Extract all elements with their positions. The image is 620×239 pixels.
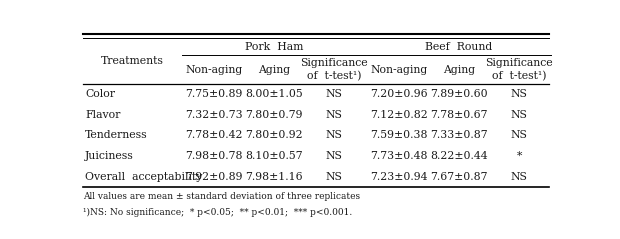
Text: Flavor: Flavor (85, 110, 120, 120)
Text: Pork  Ham: Pork Ham (245, 42, 303, 52)
Text: *: * (516, 151, 522, 161)
Text: 7.98±1.16: 7.98±1.16 (246, 172, 303, 182)
Text: 7.59±0.38: 7.59±0.38 (370, 130, 428, 141)
Text: Juiciness: Juiciness (85, 151, 134, 161)
Text: Treatments: Treatments (101, 56, 164, 66)
Text: ¹)NS: No significance;  * p<0.05;  ** p<0.01;  *** p<0.001.: ¹)NS: No significance; * p<0.05; ** p<0.… (83, 208, 353, 217)
Text: 7.32±0.73: 7.32±0.73 (185, 110, 243, 120)
Text: 7.89±0.60: 7.89±0.60 (430, 89, 488, 99)
Text: 7.98±0.78: 7.98±0.78 (185, 151, 243, 161)
Text: NS: NS (326, 172, 343, 182)
Text: Non-aging: Non-aging (185, 65, 243, 75)
Text: All values are mean ± standard deviation of three replicates: All values are mean ± standard deviation… (83, 191, 360, 201)
Text: 7.75±0.89: 7.75±0.89 (185, 89, 243, 99)
Text: NS: NS (511, 172, 528, 182)
Text: 7.12±0.82: 7.12±0.82 (370, 110, 428, 120)
Text: Significance
of  t-test¹): Significance of t-test¹) (485, 58, 553, 81)
Text: NS: NS (326, 110, 343, 120)
Text: NS: NS (326, 130, 343, 141)
Text: Non-aging: Non-aging (371, 65, 428, 75)
Text: 7.80±0.79: 7.80±0.79 (246, 110, 303, 120)
Text: 7.73±0.48: 7.73±0.48 (370, 151, 428, 161)
Text: 7.67±0.87: 7.67±0.87 (430, 172, 488, 182)
Text: 8.22±0.44: 8.22±0.44 (430, 151, 488, 161)
Text: 8.10±0.57: 8.10±0.57 (246, 151, 303, 161)
Text: Beef  Round: Beef Round (425, 42, 492, 52)
Text: 8.00±1.05: 8.00±1.05 (246, 89, 303, 99)
Text: NS: NS (511, 110, 528, 120)
Text: 7.23±0.94: 7.23±0.94 (370, 172, 428, 182)
Text: 7.78±0.67: 7.78±0.67 (430, 110, 488, 120)
Text: Color: Color (85, 89, 115, 99)
Text: NS: NS (511, 130, 528, 141)
Text: NS: NS (326, 89, 343, 99)
Text: NS: NS (511, 89, 528, 99)
Text: 7.92±0.89: 7.92±0.89 (185, 172, 243, 182)
Text: 7.80±0.92: 7.80±0.92 (246, 130, 303, 141)
Text: 7.33±0.87: 7.33±0.87 (430, 130, 488, 141)
Text: 7.78±0.42: 7.78±0.42 (185, 130, 243, 141)
Text: Tenderness: Tenderness (85, 130, 148, 141)
Text: Significance
of  t-test¹): Significance of t-test¹) (301, 58, 368, 81)
Text: Aging: Aging (443, 65, 476, 75)
Text: NS: NS (326, 151, 343, 161)
Text: Aging: Aging (258, 65, 290, 75)
Text: 7.20±0.96: 7.20±0.96 (370, 89, 428, 99)
Text: Overall  acceptability: Overall acceptability (85, 172, 203, 182)
